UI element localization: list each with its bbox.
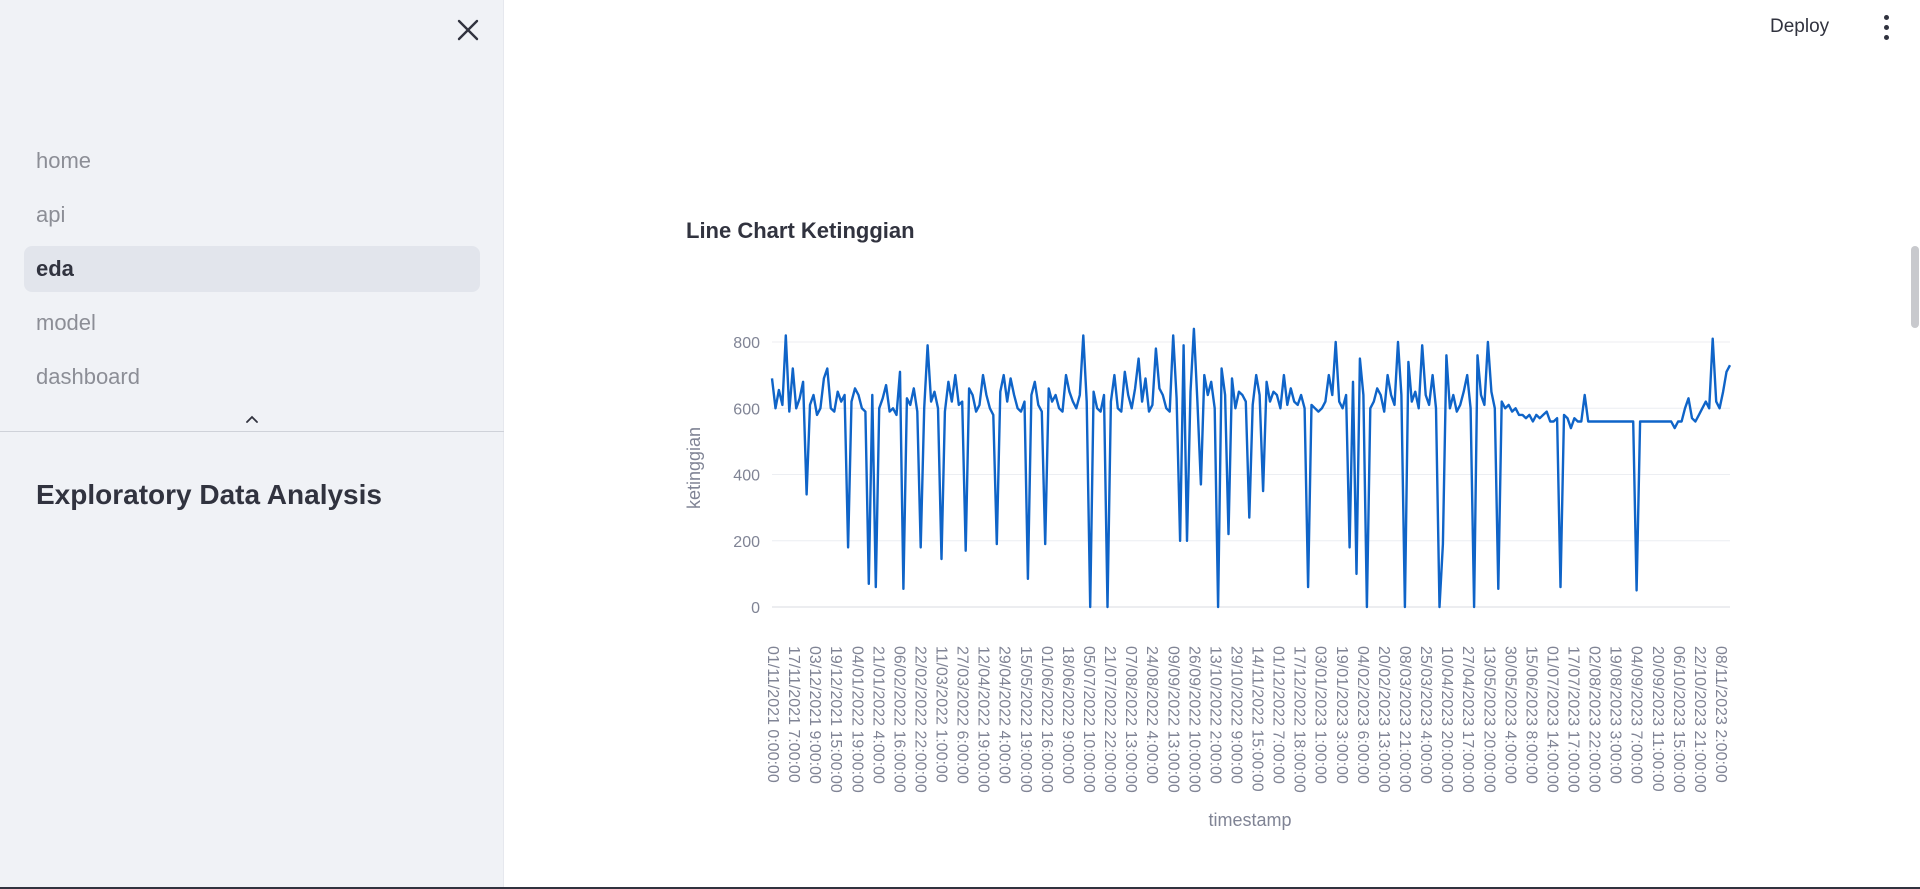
sidebar-item-dashboard[interactable]: dashboard [36,364,140,389]
x-tick-label: 14/11/2022 15:00:00 [1249,646,1266,792]
x-tick-label: 06/02/2022 16:00:00 [890,646,907,793]
page-scrollbar[interactable] [1911,246,1919,328]
x-axis-label: timestamp [1208,810,1291,830]
sidebar-item-api[interactable]: api [36,202,66,227]
x-tick-label: 30/05/2023 4:00:00 [1501,646,1518,784]
sidebar-nav: home api eda model dashboard [24,138,480,408]
x-tick-label: 13/10/2022 2:00:00 [1206,646,1223,784]
x-tick-label: 19/08/2023 3:00:00 [1607,646,1624,784]
x-tick-label: 01/07/2023 14:00:00 [1543,646,1560,793]
x-tick-label: 20/02/2023 13:00:00 [1375,646,1392,793]
x-tick-label: 17/12/2022 18:00:00 [1291,646,1308,793]
x-tick-label: 04/02/2023 6:00:00 [1354,646,1371,784]
x-tick-label: 22/10/2023 21:00:00 [1691,646,1708,793]
y-tick-label: 0 [751,600,760,617]
x-tick-label: 22/02/2022 22:00:00 [911,646,928,793]
x-tick-label: 13/05/2023 20:00:00 [1480,646,1497,793]
x-tick-label: 17/07/2023 17:00:00 [1565,646,1582,793]
x-tick-label: 21/01/2022 4:00:00 [869,646,886,784]
y-tick-label: 800 [733,335,760,352]
x-tick-label: 11/03/2022 1:00:00 [933,646,950,783]
x-tick-label: 05/07/2022 10:00:00 [1080,646,1097,793]
x-tick-label: 10/04/2023 20:00:00 [1438,646,1455,793]
line-chart: 0 200 400 600 800 01/11/2021 0:00:00 17/11/20… [684,327,1732,830]
x-tick-label: 01/11/2021 0:00:00 [764,646,781,783]
x-tick-label: 27/04/2023 17:00:00 [1459,646,1476,793]
close-sidebar-button[interactable] [452,14,484,46]
x-tick-label: 21/07/2022 22:00:00 [1101,646,1118,793]
x-tick-label: 19/01/2023 3:00:00 [1333,646,1350,784]
y-tick-label: 200 [733,534,760,551]
y-tick-label: 400 [733,468,760,485]
sidebar-item-eda[interactable]: eda [24,246,480,292]
deploy-button[interactable]: Deploy [1770,16,1830,37]
x-tick-label: 29/10/2022 9:00:00 [1227,646,1244,784]
x-tick-label: 29/04/2022 4:00:00 [996,646,1013,784]
x-tick-label: 12/04/2022 19:00:00 [975,646,992,793]
more-vertical-icon-dot [1883,34,1889,40]
x-tick-label: 03/12/2021 9:00:00 [806,646,823,784]
main-menu-button[interactable] [1872,10,1900,44]
sidebar-title: Exploratory Data Analysis [36,479,382,510]
more-vertical-icon-dot [1883,24,1889,30]
chart-heading: Line Chart Ketinggian [686,218,915,243]
chevron-up-icon [246,415,258,423]
sidebar-item-model[interactable]: model [36,310,96,335]
bottom-edge [0,887,1920,889]
series-line [770,327,1732,609]
sidebar-item-home[interactable]: home [36,148,92,173]
x-tick-label: 20/09/2023 11:00:00 [1649,646,1666,792]
y-tick-label: 600 [733,401,760,418]
x-tick-label: 07/08/2022 13:00:00 [1122,646,1139,793]
x-tick-label: 06/10/2023 15:00:00 [1670,646,1687,793]
x-tick-label: 08/03/2023 21:00:00 [1396,646,1413,793]
x-tick-label: 27/03/2022 6:00:00 [954,646,971,784]
collapse-nav-button[interactable] [242,410,262,428]
x-tick-label: 15/06/2023 8:00:00 [1522,646,1539,784]
y-axis-label: ketinggian [684,427,704,509]
x-tick-label: 09/09/2022 13:00:00 [1164,646,1181,793]
x-tick-label: 25/03/2023 4:00:00 [1417,646,1434,784]
x-tick-label: 04/09/2023 7:00:00 [1628,646,1645,784]
x-tick-label: 17/11/2021 7:00:00 [785,646,802,783]
sidebar: home api eda model dashboard Exploratory… [0,0,504,889]
sidebar-divider [0,431,504,432]
x-tick-label: 19/12/2021 15:00:00 [827,646,844,793]
more-vertical-icon-dot [1883,14,1889,20]
x-tick-label: 04/01/2022 19:00:00 [848,646,865,793]
x-tick-label: 18/06/2022 9:00:00 [1059,646,1076,784]
x-tick-label: 08/11/2023 2:00:00 [1712,646,1729,783]
x-tick-label: 02/08/2023 22:00:00 [1586,646,1603,793]
x-tick-label: 01/12/2022 7:00:00 [1270,646,1287,784]
x-tick-label: 03/01/2023 1:00:00 [1312,646,1329,784]
x-tick-label: 24/08/2022 4:00:00 [1143,646,1160,784]
x-tick-label: 15/05/2022 19:00:00 [1017,646,1034,793]
x-tick-label: 26/09/2022 10:00:00 [1185,646,1202,793]
close-icon [457,19,479,41]
x-tick-label: 01/06/2022 16:00:00 [1038,646,1055,793]
